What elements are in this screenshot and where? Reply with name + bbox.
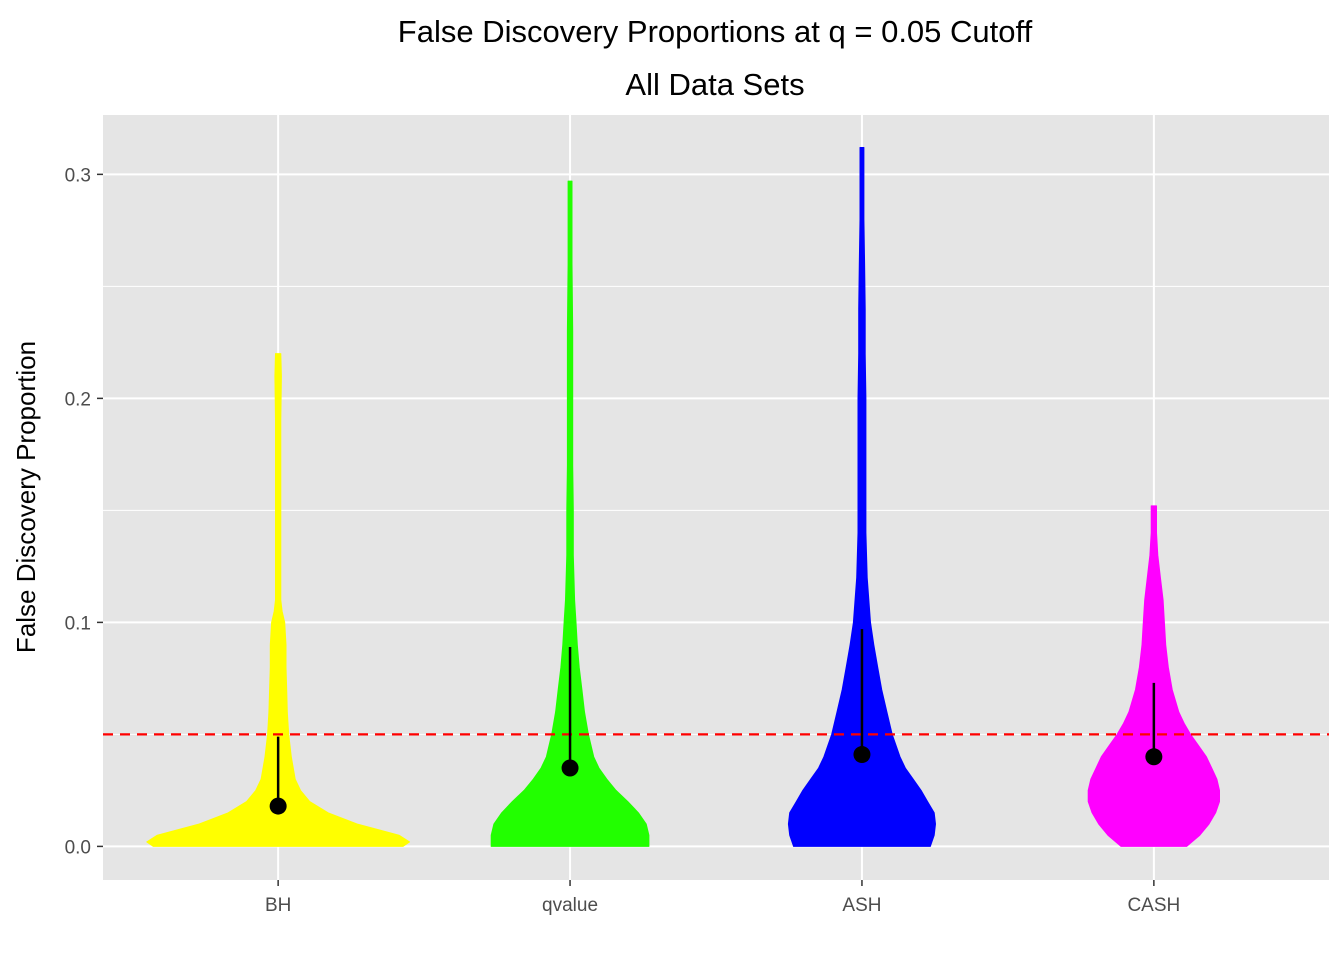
- violins: [146, 147, 1220, 847]
- x-axis: BH qvalue ASH CASH: [265, 880, 1180, 916]
- violin-ash: [787, 147, 936, 847]
- x-tick-label: ASH: [842, 895, 881, 916]
- y-axis: 0.0 0.1 0.2 0.3: [65, 165, 103, 858]
- violin-bh: [146, 353, 410, 847]
- y-axis-label: False Discovery Proportion: [11, 341, 41, 653]
- median-summaries: [269, 629, 1163, 815]
- y-tick-label: 0.2: [65, 389, 91, 410]
- x-tick-label: qvalue: [542, 895, 598, 916]
- median-point-cash: [1145, 748, 1163, 766]
- violin-qvalue: [490, 180, 650, 847]
- violin-cash: [1087, 505, 1220, 847]
- y-tick-label: 0.0: [65, 837, 91, 858]
- chart-title: False Discovery Proportions at q = 0.05 …: [398, 14, 1033, 49]
- median-point-ash: [853, 746, 871, 764]
- y-tick-label: 0.3: [65, 165, 91, 186]
- chart-subtitle: All Data Sets: [625, 67, 804, 102]
- median-point-qvalue: [561, 759, 579, 777]
- y-tick-label: 0.1: [65, 613, 91, 634]
- median-point-bh: [269, 797, 287, 815]
- x-tick-label: BH: [265, 895, 291, 916]
- x-tick-label: CASH: [1127, 895, 1180, 916]
